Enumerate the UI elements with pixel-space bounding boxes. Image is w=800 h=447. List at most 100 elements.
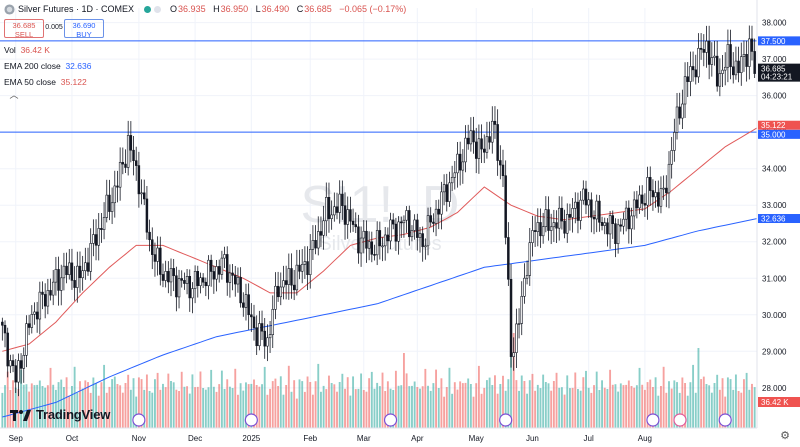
- candle-body: [46, 290, 50, 307]
- time-tick-label: May: [469, 434, 484, 443]
- volume-bar: [651, 387, 654, 428]
- volume-bar: [475, 383, 478, 428]
- candle-body: [236, 277, 240, 285]
- candle-body: [566, 214, 569, 234]
- volume-bar: [654, 377, 657, 428]
- candle-body: [705, 40, 708, 53]
- volume-bar: [162, 383, 164, 428]
- volume-bar: [247, 384, 250, 428]
- candle-body: [603, 222, 606, 226]
- volume-bar: [732, 389, 735, 428]
- candle-body: [209, 259, 213, 272]
- candle-body: [102, 217, 106, 230]
- volume-bar: [427, 385, 429, 428]
- candle-body: [9, 360, 12, 367]
- ema50-legend[interactable]: EMA 50 close 35.122: [4, 77, 87, 87]
- volume-bar: [180, 371, 183, 428]
- volume-bar: [1, 392, 4, 428]
- volume-bar: [38, 380, 41, 428]
- candle-body: [185, 276, 189, 284]
- volume-bar: [614, 384, 617, 428]
- candle-body: [710, 57, 714, 65]
- candle-body: [426, 215, 430, 247]
- volume-bar: [571, 387, 574, 428]
- volume-bar: [429, 390, 432, 428]
- volume-bar: [665, 392, 668, 428]
- volume-indicator-legend[interactable]: Vol 36.42 K: [4, 45, 50, 55]
- volume-bar: [705, 384, 708, 428]
- candle-body: [258, 323, 261, 347]
- volume-bar: [405, 373, 408, 428]
- volume-bar: [344, 388, 346, 428]
- volume-bar: [451, 393, 454, 428]
- candle-body: [244, 294, 248, 308]
- volume-bar: [606, 389, 609, 428]
- candle-body: [718, 73, 722, 87]
- volume-bar: [625, 384, 628, 428]
- candle-body: [659, 188, 663, 207]
- event-marker-icon: [132, 413, 146, 427]
- ema200-legend[interactable]: EMA 200 close 32.636: [4, 61, 92, 71]
- volume-bar: [172, 382, 175, 428]
- volume-bar: [464, 382, 467, 428]
- candle-body: [466, 137, 470, 145]
- trade-buttons: 36.685 SELL 0.005 36.690 BUY: [4, 19, 104, 39]
- candle-body: [450, 176, 454, 184]
- candle-body: [22, 355, 25, 369]
- silver-symbol-icon: [4, 3, 15, 15]
- volume-bar: [234, 368, 237, 428]
- candle-body: [118, 162, 122, 188]
- settings-gear-icon[interactable]: ⚙: [780, 430, 790, 442]
- candle-body: [627, 207, 631, 230]
- candle-body: [694, 69, 697, 78]
- candle-body: [525, 275, 529, 279]
- volume-bar: [507, 379, 510, 428]
- volume-bar: [435, 369, 437, 428]
- price-tick-label: 30.000: [762, 311, 787, 320]
- candle-body: [188, 276, 191, 299]
- candle-body: [753, 51, 756, 74]
- collapse-legend-icon[interactable]: ︿: [9, 90, 19, 100]
- candle-body: [501, 164, 505, 177]
- candle-body: [496, 124, 499, 161]
- volume-bar: [697, 348, 700, 428]
- candle-body: [632, 199, 636, 217]
- volume-bar: [456, 389, 459, 428]
- current-price-label: 36.685: [761, 65, 786, 74]
- volume-bar: [611, 384, 614, 428]
- volume-bar: [298, 379, 301, 428]
- candle-body: [483, 148, 486, 153]
- ohlc-values: O36.935 H36.950 L36.490 C36.685 −0.065 (…: [170, 4, 407, 14]
- candle-body: [445, 184, 449, 202]
- volume-bar: [164, 387, 167, 428]
- volume-bar: [277, 386, 280, 428]
- volume-bar: [483, 387, 486, 428]
- volume-bar: [140, 379, 143, 428]
- volume-price-label-bg: [758, 397, 800, 407]
- ema50-price-label: 35.122: [761, 121, 786, 130]
- candle-body: [584, 188, 588, 206]
- volume-bar: [36, 384, 39, 428]
- candle-body: [499, 160, 502, 166]
- sell-button[interactable]: 36.685 SELL: [4, 19, 44, 39]
- volume-bar: [751, 383, 753, 428]
- volume-bar: [54, 389, 57, 428]
- tradingview-logo[interactable]: TradingView: [10, 407, 110, 422]
- volume-bar: [360, 373, 363, 428]
- volume-bar: [4, 385, 6, 428]
- buy-button[interactable]: 36.690 BUY: [64, 19, 104, 39]
- candle-body: [110, 202, 114, 212]
- candle-body: [201, 277, 205, 283]
- candle-body: [252, 316, 256, 328]
- symbol-title[interactable]: Silver Futures · 1D · COMEX: [18, 4, 135, 14]
- candle-body: [359, 237, 363, 254]
- volume-bar: [330, 383, 333, 428]
- volume-bar: [381, 372, 384, 428]
- price-tick-label: 28.000: [762, 384, 787, 393]
- candle-body: [608, 215, 612, 235]
- candle-body: [456, 153, 459, 174]
- candle-body: [397, 221, 400, 242]
- volume-bar: [673, 380, 676, 428]
